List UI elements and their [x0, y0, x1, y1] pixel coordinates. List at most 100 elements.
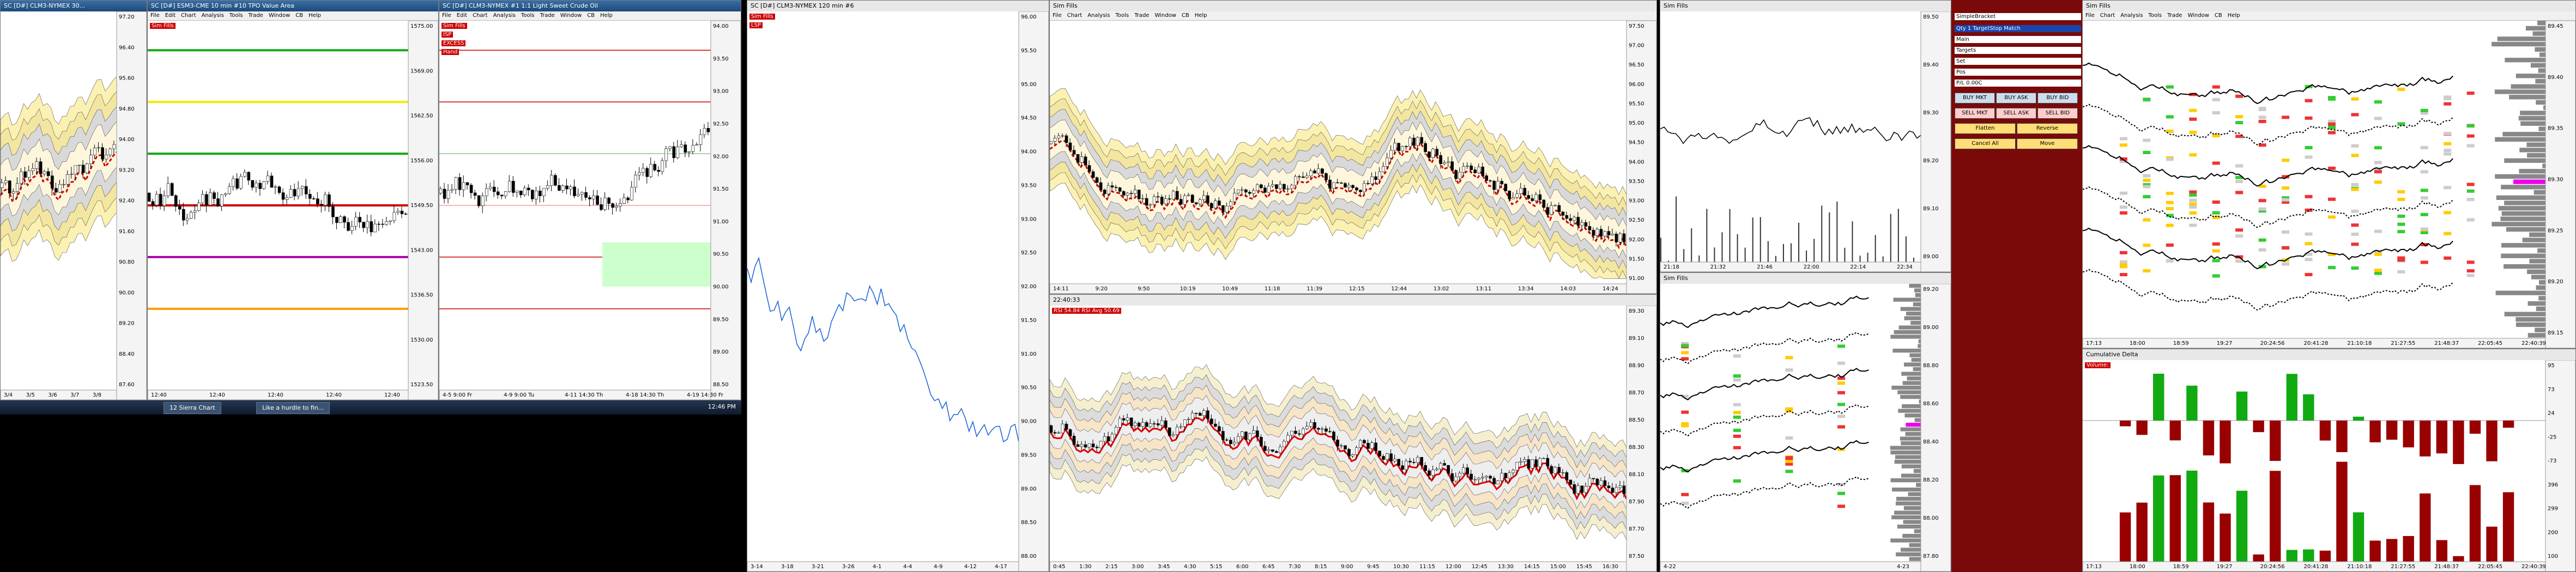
candle-body [1313, 171, 1316, 174]
menu-item[interactable]: Tools [1115, 13, 1129, 19]
candle-body [1504, 184, 1508, 191]
price-label: 91.50 [1629, 256, 1644, 262]
chart-label: Sim Fills [442, 23, 467, 29]
menu-item[interactable]: Chart [2100, 13, 2115, 19]
dom-button[interactable]: Move [2017, 138, 2078, 149]
menu-item[interactable]: CB [1181, 13, 1189, 19]
footprint-cell [2119, 160, 2127, 163]
candle-body [473, 192, 477, 196]
dom-button[interactable]: BUY ASK [1996, 93, 2036, 104]
menu-item[interactable]: Help [600, 13, 613, 19]
dom-button[interactable]: Reverse [2017, 123, 2078, 134]
time-label: 14:24 [1603, 286, 1618, 292]
plot-bg [1660, 11, 1921, 262]
footprint-cell [2166, 243, 2174, 247]
menu-item[interactable]: File [1053, 13, 1062, 19]
menu-item[interactable]: File [442, 13, 451, 19]
menu-item[interactable]: Chart [473, 13, 488, 19]
menu-item[interactable]: Chart [181, 13, 196, 19]
candle-body [1164, 198, 1168, 204]
price-label: 88.20 [1923, 477, 1939, 483]
candle-body [1080, 444, 1084, 447]
footprint-cell [2397, 270, 2405, 273]
candle-body [573, 186, 576, 196]
volume-bar [2169, 475, 2181, 562]
menu-item[interactable]: Analysis [2120, 13, 2143, 19]
dom-button[interactable]: BUY MKT [1955, 93, 1995, 104]
menu-item[interactable]: Trade [1134, 13, 1150, 19]
menu-item[interactable]: Help [2227, 13, 2240, 19]
footprint-cell [1785, 368, 1793, 372]
dom-button[interactable]: BUY BID [2037, 93, 2078, 104]
menu-item[interactable]: Analysis [1087, 13, 1110, 19]
menu-item[interactable]: Window [1154, 13, 1176, 19]
volume-bar [1813, 239, 1815, 262]
menu-item[interactable]: Analysis [201, 13, 224, 19]
candle-body [51, 175, 54, 188]
time-label: 20:41:28 [2304, 564, 2329, 570]
menu-item[interactable]: Edit [456, 13, 468, 19]
dom-button[interactable]: SELL ASK [1996, 108, 2036, 119]
footprint-cell [2466, 182, 2475, 186]
menu-item[interactable]: Help [309, 13, 321, 19]
menu-item[interactable]: Tools [521, 13, 535, 19]
menu-item[interactable]: Trade [248, 13, 263, 19]
candle-body [1302, 177, 1305, 178]
menu-item[interactable]: CB [2214, 13, 2222, 19]
dom-button[interactable]: Cancel All [1955, 138, 2016, 149]
dom-button[interactable]: SELL BID [2037, 108, 2078, 119]
menu-item[interactable]: CB [295, 13, 304, 19]
chart: 89.50 89.40 89.30 89.20 89.10 89.00 21:18 21:32… [1660, 11, 1951, 272]
candle-body [39, 161, 43, 174]
candle-body [1599, 229, 1603, 236]
candle-body [1412, 137, 1416, 146]
candle-body [331, 206, 335, 217]
dom-button[interactable]: SELL MKT [1955, 108, 1995, 119]
footprint-cell [2305, 232, 2313, 236]
menu-item[interactable]: Analysis [493, 13, 516, 19]
footprint-cell [2119, 205, 2127, 209]
axis-bg [2083, 561, 2546, 571]
menu-item[interactable]: Window [2187, 13, 2209, 19]
candle-body [1527, 459, 1531, 468]
menu-item[interactable]: Help [1194, 13, 1207, 19]
chart-label: EXCESS [442, 40, 466, 46]
taskbar-item[interactable]: 12 Sierra Chart [164, 402, 221, 414]
taskbar-item[interactable]: Like a hurdle to fin... [256, 402, 330, 414]
candle-body [1515, 462, 1519, 471]
price-label: 87.90 [1629, 499, 1644, 505]
menu-item[interactable]: Window [560, 13, 582, 19]
footprint-cell [1837, 391, 1846, 394]
menu-item[interactable]: Tools [2148, 13, 2162, 19]
price-label: 88.40 [1923, 439, 1939, 445]
candle-body [1221, 205, 1225, 212]
price-label: 89.40 [2548, 75, 2563, 81]
volume-bar [2453, 556, 2464, 562]
candle-body [209, 192, 212, 205]
menu-item[interactable]: File [150, 13, 160, 19]
menu-item[interactable]: CB [587, 13, 595, 19]
dom-button[interactable]: Flatten [1955, 123, 2016, 134]
footprint-cell [2212, 242, 2220, 246]
menu-item[interactable]: Edit [165, 13, 176, 19]
menu-item[interactable]: Trade [540, 13, 555, 19]
time-label: 15:00 [1550, 564, 1566, 570]
menu-item[interactable]: Trade [2167, 13, 2182, 19]
delta-bar [2136, 421, 2148, 435]
menu-item[interactable]: Chart [1067, 13, 1083, 19]
time-label: 9:00 [1341, 564, 1353, 570]
candle-body [1492, 478, 1496, 484]
volume-bar [2420, 493, 2431, 562]
menu-item[interactable]: Window [268, 13, 291, 19]
price-label: 88.40 [119, 351, 135, 357]
candle-body [1576, 485, 1580, 494]
candle-body [500, 194, 504, 197]
menu-item[interactable]: File [2085, 13, 2095, 19]
menu-item[interactable]: Tools [229, 13, 243, 19]
candle-body [1401, 465, 1404, 470]
candle-body [1190, 412, 1194, 419]
candle-body [1309, 171, 1313, 177]
candle-body [1118, 418, 1122, 428]
footprint-cell [2143, 183, 2151, 187]
chart: 96.00 95.50 95.00 94.50 94.00 93.50 93.00 92.50… [747, 11, 1049, 571]
